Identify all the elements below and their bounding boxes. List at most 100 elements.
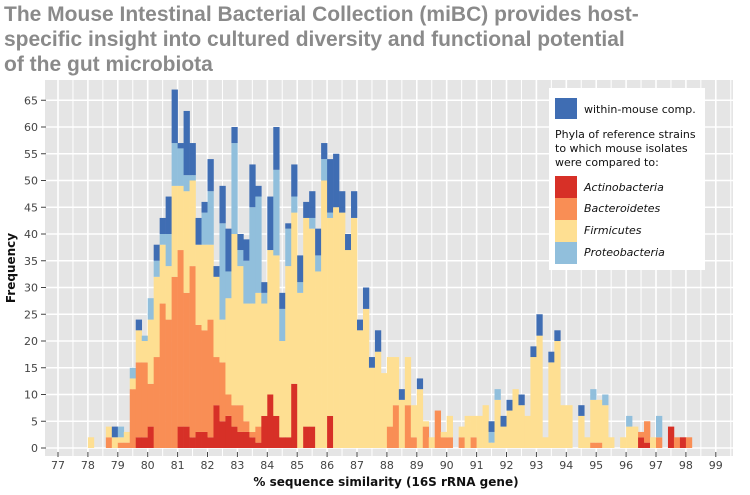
bar-segment-proteobacteria (219, 223, 226, 320)
bar-segment-firmicutes (518, 405, 525, 448)
x-tick-label: 77 (51, 459, 65, 472)
bar-segment-bacteroidetes (644, 421, 651, 443)
bar-segment-actinobacteria (207, 437, 214, 448)
bar-segment-bacteroidetes (422, 426, 430, 448)
bar-segment-firmicutes (111, 437, 119, 448)
bar-segment-bacteroidetes (189, 266, 196, 438)
bar-segment-proteobacteria (249, 207, 256, 304)
bar-segment-bacteroidetes (685, 437, 693, 448)
bar-segment-firmicutes (225, 298, 232, 395)
bar-segment-within-mouse-comp (285, 223, 292, 229)
bar-segment-within-mouse-comp (518, 394, 525, 406)
bar-segment-actinobacteria (213, 405, 220, 448)
bar-segment-bacteroidetes (404, 405, 412, 448)
bar-segment-proteobacteria (207, 191, 214, 245)
x-tick-label: 96 (619, 459, 633, 472)
bar-segment-bacteroidetes (249, 431, 256, 438)
bar-segment-bacteroidetes (201, 330, 208, 432)
bar-segment-actinobacteria (267, 394, 274, 448)
bar-segment-bacteroidetes (171, 276, 178, 448)
bar-segment-proteobacteria (273, 169, 280, 256)
bar-segment-within-mouse-comp (368, 357, 376, 368)
bar-segment-within-mouse-comp (321, 143, 328, 160)
bar-segment-within-mouse-comp (309, 191, 316, 218)
axes: 77 78 79 80 81 82 83 84 85 86 87 88 89 90 91 92 93 94 95 96… (24, 94, 723, 472)
bar-segment-firmicutes (410, 405, 418, 438)
title-line: of the gut microbiota (4, 53, 213, 76)
bar-segment-firmicutes (512, 389, 519, 448)
bar-segment-bacteroidetes (213, 357, 220, 406)
bar-segment-actinobacteria (644, 442, 651, 448)
figure-title: The Mouse Intestinal Bacterial Collectio… (4, 2, 744, 77)
x-tick-label: 97 (649, 459, 663, 472)
bar-segment-firmicutes (374, 351, 382, 448)
bar-segment-within-mouse-comp (153, 244, 160, 261)
title-line: specific insight into cultured diversity… (4, 28, 625, 51)
bar-segment-within-mouse-comp (183, 110, 190, 176)
bar-segment-firmicutes (380, 373, 388, 448)
bar-segment-firmicutes (267, 250, 274, 395)
bar-segment-bacteroidetes (673, 437, 681, 448)
bar-segment-proteobacteria (117, 426, 125, 438)
legend-heading: were compared to: (555, 156, 659, 169)
legend-label-firmicutes: Firmicutes (584, 224, 642, 237)
bar-segment-proteobacteria (321, 159, 328, 181)
bar-segment-within-mouse-comp (165, 196, 172, 234)
bar-segment-firmicutes (590, 399, 597, 443)
legend-swatch-firmicutes (555, 220, 577, 242)
bar-segment-bacteroidetes (105, 437, 113, 448)
bar-segment-proteobacteria (590, 389, 597, 400)
bar-segment-firmicutes (147, 319, 154, 384)
x-tick-label: 84 (260, 459, 274, 472)
bar-segment-actinobacteria (309, 426, 316, 448)
bar-segment-firmicutes (189, 180, 196, 267)
bar-segment-firmicutes (171, 185, 178, 277)
y-tick-label: 65 (24, 94, 38, 107)
bar-segment-firmicutes (315, 271, 322, 448)
bar-segment-firmicutes (219, 319, 226, 363)
bar-segment-firmicutes (255, 292, 262, 427)
bar-segment-bacteroidetes (177, 250, 184, 427)
bar-segment-bacteroidetes (590, 442, 597, 448)
bar-segment-firmicutes (279, 341, 286, 438)
bar-segment-firmicutes (560, 405, 567, 448)
bar-segment-firmicutes (494, 399, 501, 448)
bar-segment-proteobacteria (147, 298, 154, 320)
bar-segment-within-mouse-comp (536, 314, 543, 336)
bar-segment-within-mouse-comp (327, 159, 334, 213)
bar-segment-within-mouse-comp (189, 143, 196, 176)
legend-label-proteobacteria: Proteobacteria (584, 246, 665, 259)
bar-segment-bacteroidetes (446, 437, 453, 448)
bar-segment-actinobacteria (261, 415, 268, 448)
bar-segment-firmicutes (398, 399, 406, 448)
bar-segment-actinobacteria (195, 431, 202, 448)
bar-segment-firmicutes (524, 415, 531, 448)
x-tick-label: 87 (350, 459, 364, 472)
y-tick-label: 45 (24, 201, 38, 214)
bar-segment-actinobacteria (285, 437, 292, 448)
bar-segment-firmicutes (368, 367, 376, 448)
bar-segment-bacteroidetes (237, 405, 244, 432)
bar-segment-within-mouse-comp (225, 228, 232, 272)
title-line: The Mouse Intestinal Bacterial Collectio… (4, 3, 639, 26)
bar-segment-firmicutes (422, 421, 430, 427)
bar-segment-actinobacteria (291, 383, 298, 448)
bar-segment-firmicutes (458, 426, 465, 438)
bar-segment-proteobacteria (153, 260, 160, 277)
bar-segment-within-mouse-comp (315, 228, 322, 256)
bar-segment-within-mouse-comp (255, 185, 262, 197)
bar-segment-proteobacteria (494, 389, 501, 400)
x-tick-label: 78 (81, 459, 95, 472)
bar-segment-within-mouse-comp (231, 127, 238, 144)
x-tick-label: 86 (320, 459, 334, 472)
y-tick-label: 35 (24, 255, 38, 268)
bar-segment-bacteroidetes (135, 362, 143, 438)
bar-segment-firmicutes (650, 437, 657, 448)
bar-segment-proteobacteria (177, 148, 184, 186)
bar-segment-bacteroidetes (195, 324, 202, 432)
x-tick-label: 79 (111, 459, 125, 472)
bar-segment-within-mouse-comp (351, 191, 358, 218)
bar-segment-within-mouse-comp (554, 330, 561, 341)
bar-segment-firmicutes (273, 255, 280, 416)
bar-segment-actinobacteria (201, 431, 208, 448)
